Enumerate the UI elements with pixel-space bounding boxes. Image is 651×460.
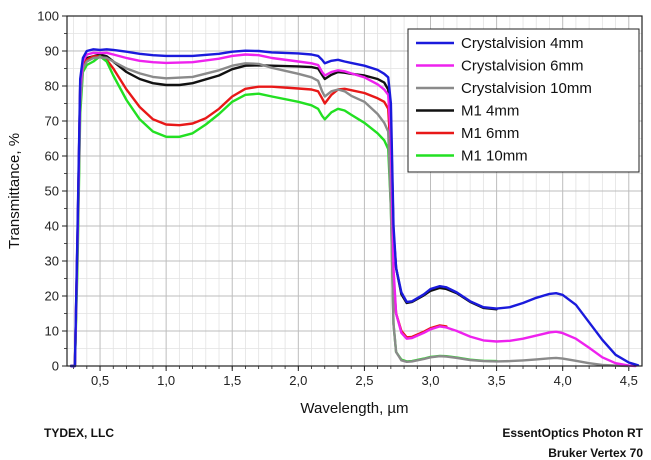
legend-label: M1 4mm bbox=[461, 103, 519, 120]
footer-company: TYDEX, LLC bbox=[44, 426, 115, 440]
y-tick-label: 100 bbox=[37, 9, 59, 24]
series-line-crystalvision-10mm bbox=[69, 56, 630, 368]
legend-label: Crystalvision 6mm bbox=[461, 58, 584, 75]
x-tick-label: 3,5 bbox=[488, 373, 506, 388]
y-tick-label: 0 bbox=[52, 359, 59, 374]
y-tick-label: 10 bbox=[45, 324, 59, 339]
y-tick-label: 90 bbox=[45, 44, 59, 59]
x-tick-label: 4,0 bbox=[554, 373, 572, 388]
legend-label: Crystalvision 10mm bbox=[461, 80, 592, 97]
series-line-crystalvision-4mm bbox=[69, 48, 640, 368]
y-tick-label: 30 bbox=[45, 254, 59, 269]
x-tick-label: 1,5 bbox=[223, 373, 241, 388]
legend-label: M1 6mm bbox=[461, 125, 519, 142]
legend-label: M1 10mm bbox=[461, 148, 528, 165]
x-tick-label: 4,5 bbox=[620, 373, 638, 388]
x-tick-label: 2,5 bbox=[355, 373, 373, 388]
legend-box bbox=[407, 28, 640, 173]
series-line-crystalvision-6mm bbox=[69, 51, 637, 368]
plot-frame bbox=[66, 15, 643, 367]
axis-ticks: 0,5 1,0 1,5 2,0 2,5 3,0 3,5 4,0 4,5 0 10 20 30 40 50 60… bbox=[37, 9, 638, 389]
legend-label: Crystalvision 4mm bbox=[461, 35, 584, 52]
y-tick-label: 20 bbox=[45, 289, 59, 304]
x-tick-label: 1,0 bbox=[157, 373, 175, 388]
series-lines bbox=[69, 48, 640, 368]
y-tick-label: 50 bbox=[45, 184, 59, 199]
y-tick-label: 80 bbox=[45, 79, 59, 94]
legend: Crystalvision 4mm Crystalvision 6mm Crysta… bbox=[407, 28, 640, 173]
y-axis-title: Transmittance, % bbox=[6, 133, 23, 249]
y-tick-label: 60 bbox=[45, 149, 59, 164]
footer-instrument-1: EssentOptics Photon RT bbox=[502, 426, 643, 440]
y-tick-label: 40 bbox=[45, 219, 59, 234]
grid bbox=[67, 16, 642, 366]
x-tick-label: 3,0 bbox=[421, 373, 439, 388]
x-axis-title: Wavelength, µm bbox=[300, 400, 408, 417]
footer-instrument-2: Bruker Vertex 70 bbox=[548, 446, 643, 460]
x-tick-label: 2,0 bbox=[289, 373, 307, 388]
y-tick-label: 70 bbox=[45, 114, 59, 129]
x-tick-label: 0,5 bbox=[91, 373, 109, 388]
